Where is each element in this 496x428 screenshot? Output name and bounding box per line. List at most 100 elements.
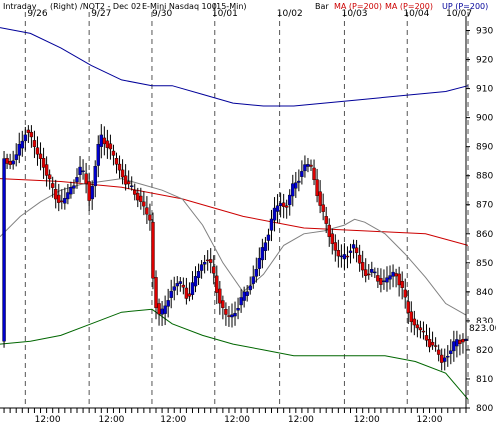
bar-body-80 xyxy=(245,291,249,296)
bar-body-108 xyxy=(330,233,334,244)
bar-body-20 xyxy=(63,197,67,204)
bar-body-77 xyxy=(236,308,240,311)
bar-body-62 xyxy=(190,282,195,295)
bar-body-11 xyxy=(35,147,40,155)
time-label-3: 12:00 xyxy=(224,415,250,425)
y-tick-label-10: 900 xyxy=(476,114,493,124)
header-period: (15-Min) xyxy=(213,2,247,11)
bar-body-151 xyxy=(461,339,465,343)
bar-body-125 xyxy=(382,280,386,283)
bar-body-143 xyxy=(436,349,441,355)
last-price-box: 823.00 xyxy=(467,323,496,334)
bar-body-52 xyxy=(160,308,164,315)
date-label-3: 10/01 xyxy=(212,9,238,19)
bar-body-115 xyxy=(351,244,356,249)
bar-body-148 xyxy=(452,341,456,352)
date-label-0: 9/26 xyxy=(27,9,47,19)
bar-body-37 xyxy=(114,158,119,165)
bar-body-81 xyxy=(248,285,252,291)
bar-body-106 xyxy=(324,216,328,224)
bar-body-26 xyxy=(81,170,85,173)
bar-body-146 xyxy=(446,355,450,358)
bar-body-67 xyxy=(205,259,210,262)
header-interval: Intraday xyxy=(3,2,37,11)
y-tick-label-9: 890 xyxy=(476,143,493,153)
bar-body-69 xyxy=(212,266,216,274)
time-label-6: 12:00 xyxy=(417,415,443,425)
y-tick-label-3: 830 xyxy=(476,317,493,327)
bar-body-21 xyxy=(66,192,70,200)
date-label-6: 10/04 xyxy=(403,9,429,19)
bar-body-6 xyxy=(20,140,24,149)
bar-body-54 xyxy=(166,300,170,307)
bar-body-101 xyxy=(309,164,313,167)
bar-body-66 xyxy=(202,262,207,265)
y-tick-label-13: 930 xyxy=(476,27,493,37)
legend-ma1: MA (P=200) xyxy=(334,2,382,11)
bar-body-75 xyxy=(230,314,234,318)
bar-body-58 xyxy=(178,281,183,284)
bar-body-127 xyxy=(388,275,392,280)
bar-body-133 xyxy=(406,301,410,314)
bar-body-84 xyxy=(257,257,262,269)
date-label-5: 10/03 xyxy=(342,9,368,19)
bar-body-150 xyxy=(458,340,462,344)
y-tick-label-2: 820 xyxy=(476,346,493,356)
indicator-line-3 xyxy=(0,308,469,400)
bar-body-116 xyxy=(354,247,359,254)
y-tick-label-5: 850 xyxy=(476,259,493,269)
bar-body-51 xyxy=(157,303,161,315)
bar-body-7 xyxy=(23,134,28,142)
bar-body-92 xyxy=(281,202,286,207)
bar-body-9 xyxy=(29,131,34,138)
bar-body-2 xyxy=(8,160,12,165)
bar-body-110 xyxy=(336,250,341,257)
date-labels: 9/26 9/27 9/30 10/01 10/02 10/03 10/04 10/07 xyxy=(27,9,472,19)
header-axis-side: (Right) xyxy=(50,2,77,11)
bar-body-27 xyxy=(84,173,88,184)
bar-body-73 xyxy=(224,309,228,315)
bar-body-95 xyxy=(291,183,295,197)
bar-body-130 xyxy=(397,273,401,286)
bar-body-87 xyxy=(266,234,271,241)
bar-body-120 xyxy=(367,273,371,276)
bar-body-5 xyxy=(17,144,21,156)
bar-body-105 xyxy=(321,204,325,212)
bar-body-39 xyxy=(120,169,125,178)
bar-body-74 xyxy=(227,315,231,317)
bar-body-149 xyxy=(455,339,459,347)
time-label-5: 12:00 xyxy=(354,415,380,425)
bar-body-59 xyxy=(181,284,186,288)
bar-body-100 xyxy=(306,164,310,167)
last-price-label: 823.00 xyxy=(469,324,496,334)
bar-body-94 xyxy=(288,194,292,205)
price-bars xyxy=(2,124,468,371)
bar-body-38 xyxy=(117,163,122,171)
bar-body-141 xyxy=(430,341,435,346)
bar-body-48 xyxy=(148,214,152,221)
header-description: E-Mini Nasdaq 100 xyxy=(142,2,217,11)
bar-body-122 xyxy=(373,271,377,274)
bar-body-119 xyxy=(364,269,368,276)
bar-body-50 xyxy=(154,277,158,309)
bar-body-91 xyxy=(278,203,283,206)
bar-body-129 xyxy=(394,273,398,277)
bar-body-44 xyxy=(136,192,140,201)
date-label-1: 9/27 xyxy=(91,9,111,19)
bar-body-33 xyxy=(102,137,107,145)
bar-body-36 xyxy=(111,150,116,156)
time-label-1: 12:00 xyxy=(98,415,124,425)
y-tick-label-7: 870 xyxy=(476,201,493,211)
bar-body-83 xyxy=(254,269,259,277)
bar-body-128 xyxy=(391,271,395,277)
bar-body-42 xyxy=(129,185,134,187)
bar-body-136 xyxy=(415,324,420,329)
bar-body-34 xyxy=(105,140,110,148)
bar-body-12 xyxy=(38,153,43,159)
bar-body-3 xyxy=(11,160,15,165)
bar-body-8 xyxy=(26,129,31,133)
bar-body-114 xyxy=(348,250,353,253)
bar-body-4 xyxy=(14,154,18,160)
y-tick-label-8: 880 xyxy=(476,172,493,182)
